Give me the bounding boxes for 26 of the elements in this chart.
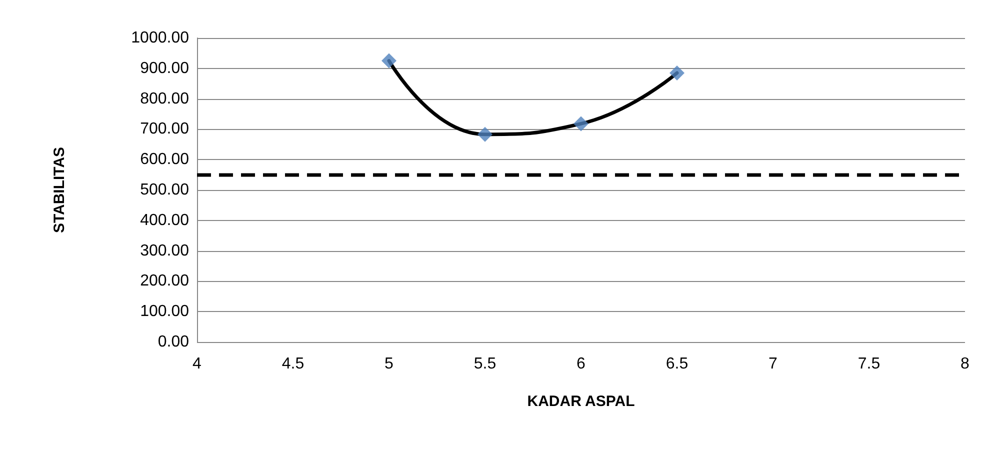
y-tick-label: 800.00 bbox=[140, 90, 190, 108]
y-tick-label: 600.00 bbox=[140, 151, 190, 168]
x-tick-label: 6.5 bbox=[666, 356, 688, 372]
y-tick-label: 500.00 bbox=[140, 182, 190, 198]
y-tick-label: 0.00 bbox=[158, 334, 190, 350]
x-tick-label: 5.5 bbox=[474, 356, 496, 372]
y-tick-label: 300.00 bbox=[140, 242, 190, 260]
y-tick-label: 700.00 bbox=[140, 120, 190, 138]
point bbox=[382, 53, 396, 68]
y-axis-title: STABILITAS bbox=[51, 146, 68, 234]
x-tick-label: 8 bbox=[960, 356, 970, 372]
x-tick-label: 5 bbox=[384, 356, 394, 372]
x-tick-label: 4.5 bbox=[282, 356, 304, 372]
y-tick-label: 1000.00 bbox=[131, 30, 190, 46]
point bbox=[478, 126, 492, 142]
x-tick-label: 7 bbox=[768, 356, 778, 372]
y-tick-label: 200.00 bbox=[140, 272, 190, 290]
x-axis-title: KADAR ASPAL bbox=[527, 393, 635, 410]
point bbox=[574, 116, 588, 132]
y-tick-label: 100.00 bbox=[140, 303, 190, 320]
x-tick-label: 6 bbox=[576, 356, 586, 372]
y-tick-label: 400.00 bbox=[140, 212, 190, 229]
x-tick-label: 4 bbox=[192, 356, 202, 372]
x-tick-label: 7.5 bbox=[858, 356, 880, 372]
y-tick-label: 900.00 bbox=[140, 60, 190, 77]
point bbox=[670, 65, 684, 80]
